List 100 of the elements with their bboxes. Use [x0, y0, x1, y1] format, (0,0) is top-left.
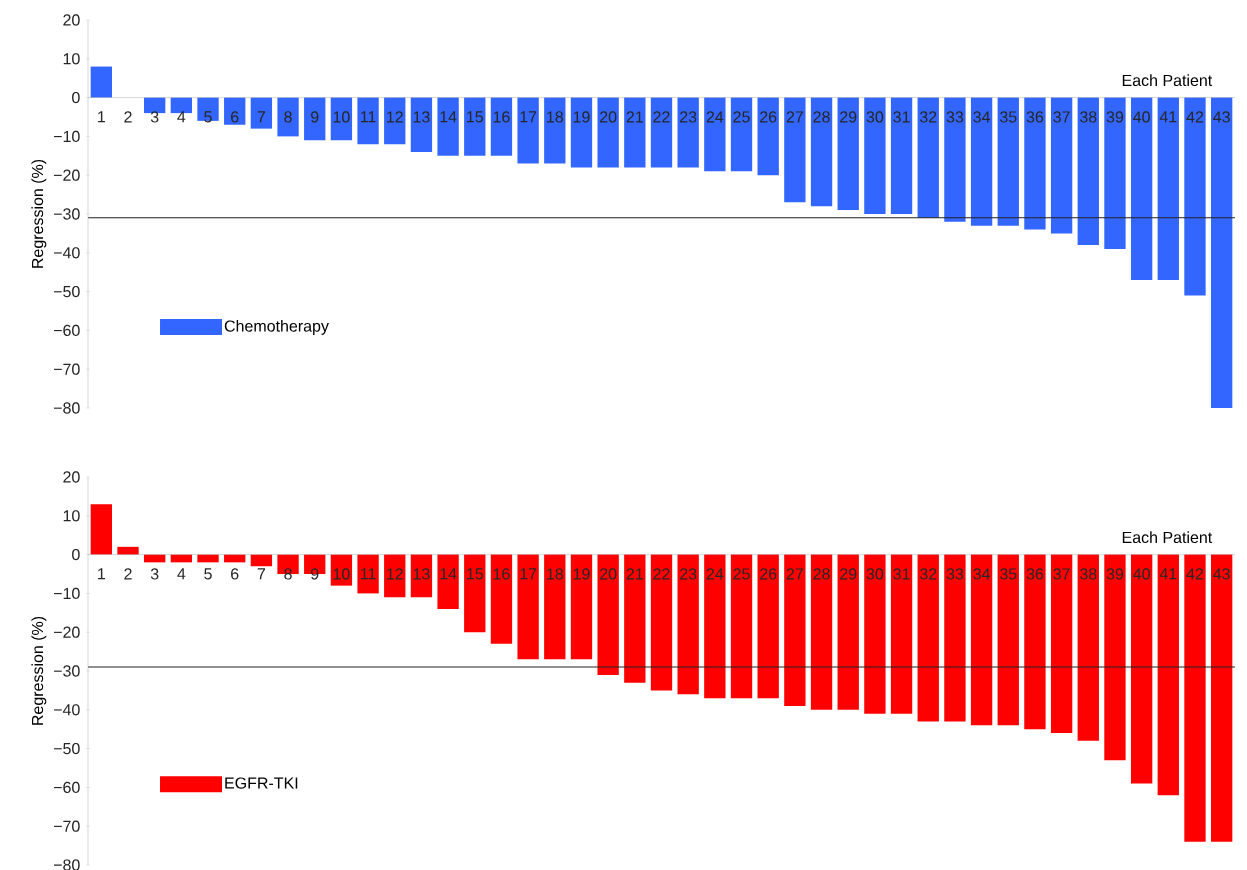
x-tick-label: 20 — [600, 568, 617, 580]
x-tick-label: 23 — [680, 568, 697, 580]
x-tick-label: 7 — [257, 111, 266, 123]
x-tick-label: 7 — [257, 568, 266, 580]
x-tick-label: 18 — [547, 568, 563, 580]
bar — [117, 546, 139, 555]
bar — [757, 554, 779, 699]
legend-label: EGFR-TKI — [225, 777, 298, 789]
bar — [1210, 554, 1233, 842]
bar — [1184, 554, 1206, 842]
x-tick-label: 41 — [1159, 111, 1177, 123]
bar — [730, 554, 753, 699]
x-tick-label: 17 — [520, 111, 537, 123]
bar — [90, 504, 113, 555]
y-tick-label: −80 — [53, 402, 80, 414]
x-tick-label: 8 — [284, 568, 292, 580]
x-tick-label: 28 — [813, 568, 830, 580]
x-tick-label: 19 — [573, 111, 590, 123]
bar — [944, 554, 966, 722]
x-tick-label: 16 — [493, 111, 510, 123]
x-tick-label: 9 — [311, 111, 319, 123]
x-tick-label: 28 — [813, 111, 830, 123]
x-tick-label: 29 — [840, 111, 857, 123]
x-tick-label: 29 — [840, 568, 857, 580]
y-tick-label: 10 — [63, 53, 80, 65]
x-tick-label: 40 — [1133, 568, 1150, 580]
bar — [677, 554, 699, 695]
y-tick-label: −40 — [53, 704, 80, 716]
x-tick-label: 27 — [786, 568, 803, 580]
x-tick-label: 31 — [893, 568, 910, 580]
bar — [197, 554, 219, 563]
x-tick-label: 31 — [893, 111, 910, 123]
x-tick-label: 38 — [1080, 568, 1097, 580]
y-tick-label: −80 — [53, 859, 80, 870]
x-tick-label: 43 — [1213, 111, 1230, 123]
bar — [464, 554, 486, 633]
x-tick-label: 39 — [1106, 568, 1124, 580]
x-tick-label: 21 — [626, 568, 643, 580]
x-tick-label: 26 — [760, 568, 777, 580]
x-tick-label: 3 — [150, 568, 159, 580]
bar — [810, 554, 833, 710]
x-tick-label: 22 — [653, 568, 670, 580]
x-tick-label: 8 — [284, 111, 292, 123]
y-tick-label: −10 — [53, 130, 80, 143]
x-axis-title: Each Patient — [1122, 531, 1213, 544]
bar — [517, 554, 539, 660]
x-tick-label: 38 — [1080, 111, 1097, 123]
bar — [1157, 554, 1179, 796]
x-tick-label: 39 — [1106, 111, 1124, 123]
x-tick-label: 24 — [706, 568, 724, 580]
x-tick-label: 14 — [440, 111, 457, 123]
bar — [704, 554, 726, 699]
x-tick-label: 1 — [98, 111, 105, 123]
x-tick-label: 4 — [177, 111, 186, 123]
x-tick-label: 34 — [973, 111, 991, 123]
y-tick-label: −30 — [53, 208, 80, 220]
x-tick-label: 27 — [786, 111, 803, 123]
x-tick-label: 10 — [333, 568, 350, 580]
x-tick-label: 40 — [1133, 111, 1150, 123]
bar — [864, 554, 886, 714]
bar — [357, 554, 379, 594]
x-tick-label: 30 — [866, 568, 884, 580]
x-tick-label: 4 — [177, 568, 186, 580]
bar — [1024, 554, 1046, 730]
x-tick-label: 33 — [946, 568, 964, 580]
x-tick-label: 24 — [706, 111, 724, 123]
bar — [1050, 554, 1073, 734]
bar — [544, 554, 566, 660]
bar — [917, 554, 939, 722]
x-tick-label: 26 — [760, 111, 777, 123]
x-tick-label: 37 — [1053, 111, 1070, 123]
y-tick-label: 0 — [72, 548, 80, 561]
bar — [624, 554, 646, 683]
x-tick-label: 16 — [493, 568, 510, 580]
y-tick-label: −70 — [53, 820, 80, 832]
y-tick-label: −20 — [53, 626, 80, 638]
x-tick-label: 21 — [626, 111, 643, 123]
y-tick-label: 20 — [63, 471, 80, 483]
x-tick-label: 25 — [733, 111, 750, 123]
x-tick-label: 14 — [440, 568, 457, 580]
x-tick-label: 12 — [387, 111, 403, 123]
y-tick-label: −50 — [53, 285, 80, 298]
x-tick-label: 36 — [1026, 111, 1044, 123]
x-tick-label: 10 — [333, 111, 350, 123]
x-tick-label: 18 — [547, 111, 563, 123]
x-tick-label: 13 — [413, 568, 430, 580]
x-tick-label: 17 — [520, 568, 537, 580]
bar — [330, 554, 353, 586]
x-tick-label: 19 — [573, 568, 590, 580]
x-tick-label: 41 — [1159, 568, 1177, 580]
x-tick-label: 42 — [1186, 568, 1204, 580]
bar — [570, 554, 593, 660]
bar — [837, 554, 859, 710]
x-tick-label: 42 — [1186, 111, 1204, 123]
bar — [384, 554, 406, 598]
y-tick-label: −30 — [53, 665, 80, 677]
x-tick-label: 32 — [919, 568, 937, 580]
bar — [1130, 554, 1153, 784]
x-tick-label: 5 — [204, 568, 212, 580]
x-tick-label: 35 — [999, 111, 1017, 123]
